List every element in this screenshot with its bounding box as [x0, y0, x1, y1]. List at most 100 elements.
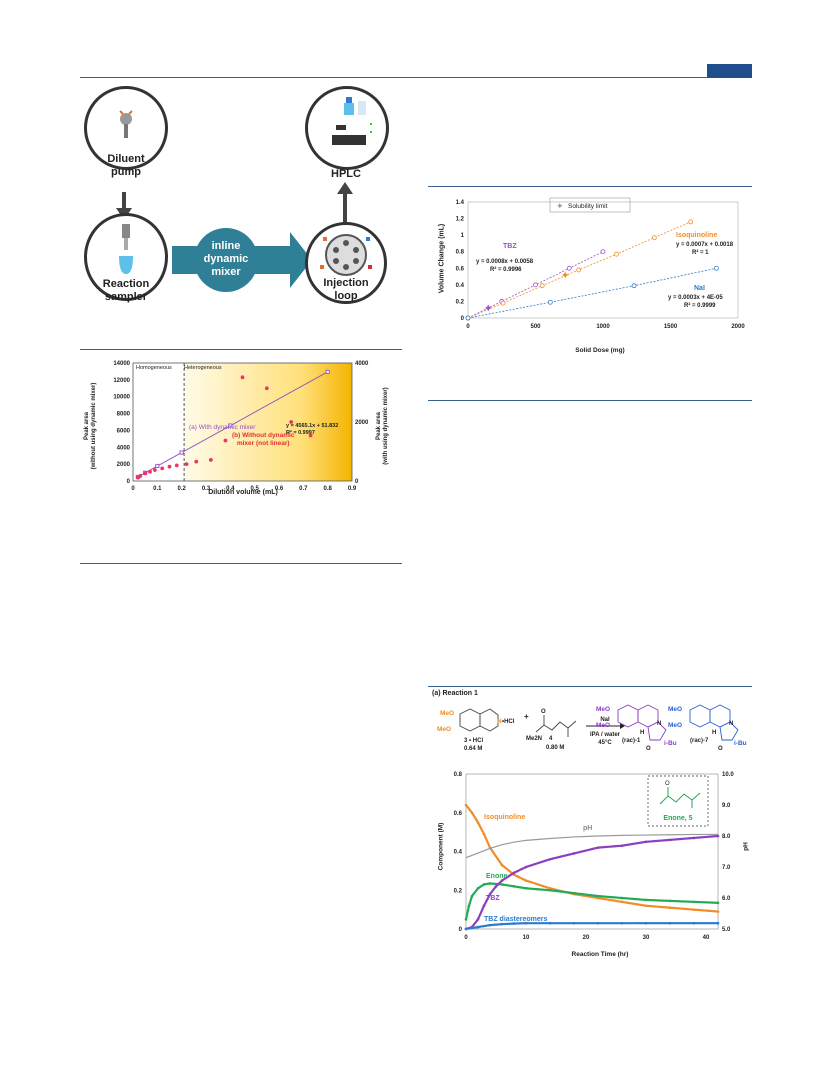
chart3-point [512, 922, 516, 925]
chart1-y-tick: 0 [127, 479, 131, 485]
chart1-x-tick: 0.9 [348, 486, 357, 492]
chart2-x-tick: 0 [466, 324, 470, 330]
chart1-point-a [155, 463, 160, 469]
chart2-point [465, 315, 471, 321]
chart3-point [572, 891, 576, 895]
chart3-svg: 0 10 20 30 40 0 0.2 0.4 0.6 0.8 5.0 6.0 7.0 8.0 9.0 10.… [454, 772, 735, 958]
chart3-xlabel: Reaction Time (hr) [572, 951, 629, 958]
chart1-x-tick: 0.6 [275, 486, 284, 492]
chart1-point-b [143, 471, 148, 476]
arrow-up-head [337, 182, 353, 194]
chart2-iso-r2: R² = 1 [692, 249, 709, 256]
chart3-point [572, 852, 576, 855]
chart2-point [651, 235, 657, 241]
chart3-point [692, 900, 696, 904]
chart1-y-tick: 4000 [117, 445, 131, 451]
chart1-ylabel-right: Peak area (with using dynamic mixer) [376, 387, 389, 465]
chart3-point [524, 887, 528, 890]
chart3-inset-box [647, 775, 709, 827]
chart1-point-a [325, 369, 330, 374]
chart1-point-b [138, 474, 143, 478]
chart2-iso-label: Isoquinoline [676, 232, 717, 239]
scheme-o-2: O [646, 746, 651, 752]
chart3-top-rule [428, 686, 752, 687]
chart1-ylabel-left: Peak area (without using dynamic mixer) [84, 382, 97, 470]
chart3-inset-o: O [665, 781, 670, 787]
chart1-equation: y = 4565.1x + 51.832 [286, 423, 338, 429]
chart1-point-b [240, 375, 245, 380]
chart3-plot-frame [465, 773, 719, 930]
chart3-point [716, 901, 720, 905]
chart1-x-tick: 0.5 [250, 486, 259, 492]
chart3-point [494, 885, 498, 888]
chart1-point-b [289, 420, 294, 424]
chart3-point [596, 846, 600, 849]
enone-structure [659, 787, 701, 808]
chart3-point [692, 836, 696, 840]
chart3-label-tbz: TBZ [486, 895, 500, 902]
chart1-y-tick: 2000 [117, 462, 131, 468]
chart3-label-enone: Enone [486, 873, 507, 880]
chart3-point [464, 918, 468, 921]
chart2-point [631, 283, 637, 289]
chart1-y2-tick: 4000 [355, 361, 369, 367]
chart3-point [524, 865, 528, 869]
chart3-point [548, 888, 552, 892]
chart3-point [716, 910, 720, 913]
chart2-y-tick: 1 [461, 233, 465, 239]
chart1-point-b [308, 433, 313, 438]
chart1-point-b [174, 463, 179, 468]
chart1-series-b-label: (b) Without dynamic mixer (not linear) [232, 432, 295, 447]
chart1-point-b [167, 464, 172, 469]
scheme-reagent2: Me2N [526, 736, 542, 742]
scheme-ibu-1: i-Bu [664, 740, 677, 747]
scheme-arrow-head [620, 723, 625, 729]
chart1-top-rule [80, 349, 402, 350]
pump-icon [119, 110, 133, 138]
chart3-point [482, 883, 486, 886]
chart1-x-tick: 0.3 [202, 486, 211, 492]
chart3-point [668, 906, 672, 909]
hplc-label: HPLC [331, 168, 361, 180]
scheme-h-2: H [712, 730, 716, 736]
chart3-point [476, 918, 480, 921]
scheme-meo-1: MeO [440, 710, 454, 717]
chart3-y2-tick: 6.0 [722, 896, 731, 902]
scheme-o-3: O [718, 746, 723, 752]
reaction-sampler-node [84, 213, 168, 301]
chart3-label-dia: TBZ diastereomers [484, 916, 548, 923]
chart3-series-line [464, 922, 720, 931]
scheme-cond3: 45°C [598, 740, 612, 746]
chart3-point [512, 885, 516, 888]
chart2-tbz-label: TBZ [503, 243, 517, 250]
chart3-point [500, 863, 504, 867]
chart3-point [476, 925, 480, 929]
chart3-point [548, 921, 552, 925]
chart3-ylabel-left: Component (M) [437, 822, 445, 871]
chart3-x-tick: 20 [583, 935, 590, 941]
chart1-point-b [153, 468, 157, 472]
chart2-ylabel: Volume Change (mL) [438, 223, 446, 294]
chart3-x-tick: 30 [643, 935, 650, 941]
chart3-point [668, 921, 672, 925]
chart1-plot-frame [132, 362, 353, 482]
chart3-point [512, 871, 516, 875]
reaction-sampler-label: Reaction sampler [102, 278, 150, 303]
chart3-point [524, 879, 528, 882]
chart3-point [644, 921, 648, 925]
chart3-y2-tick: 7.0 [722, 865, 731, 871]
chart2-xlabel: Solid Dose (mg) [575, 347, 624, 354]
chart3-point [620, 844, 624, 847]
chart2-legend-text: Solubility limit [568, 203, 608, 210]
scheme-plus: + [524, 712, 529, 721]
chart3-point [524, 921, 528, 925]
scheme-meo-3: MeO [596, 706, 610, 713]
chart2-tbz-eq: y = 0.0008x + 0.0058 [476, 259, 534, 265]
chart3-x-tick: 40 [703, 935, 710, 941]
chart1-point-b [160, 466, 165, 471]
chart2-point [539, 283, 545, 289]
chart3-y2-tick: 9.0 [722, 803, 731, 809]
chart1-point-b [184, 462, 189, 467]
chart3-y-tick: 0.6 [454, 811, 463, 817]
chart1-x-tick: 0.7 [299, 486, 308, 492]
